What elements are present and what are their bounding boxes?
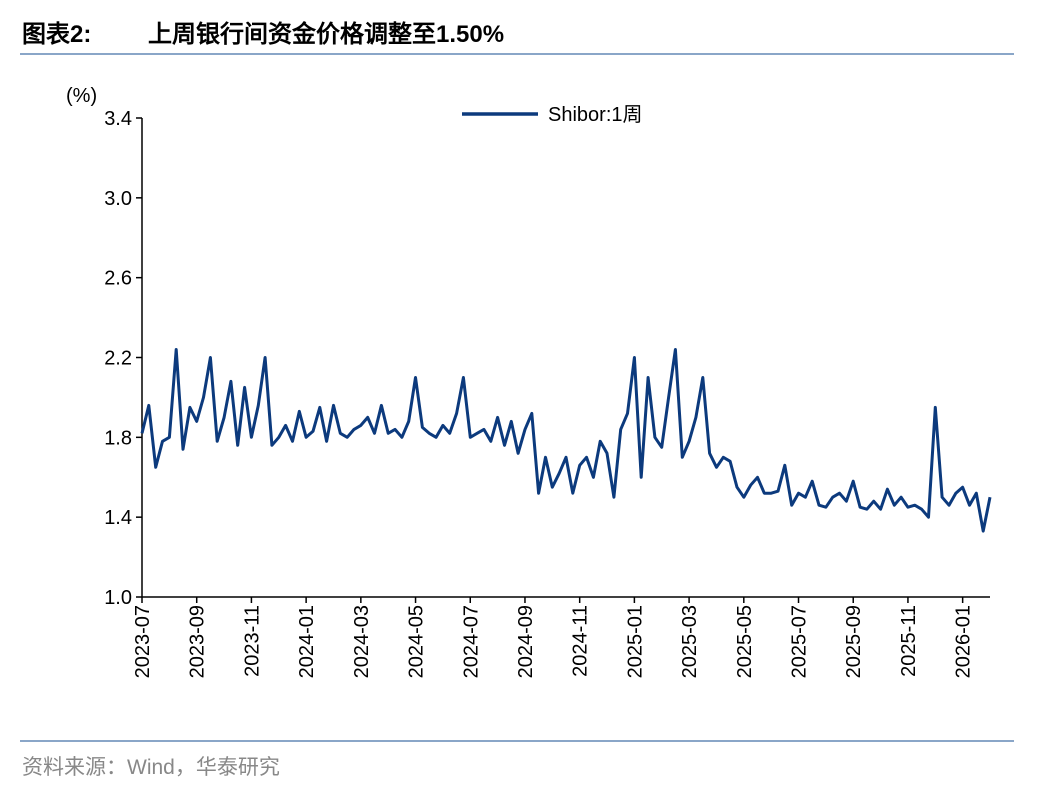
y-tick-label: 2.2 [104, 348, 132, 370]
x-tick-label: 2023-09 [187, 605, 209, 678]
x-tick-label: 2024-03 [351, 605, 373, 678]
y-tick-label: 3.4 [104, 108, 132, 130]
x-tick-label: 2023-07 [132, 605, 154, 678]
x-tick-label: 2025-11 [898, 605, 920, 677]
source-note: 资料来源：Wind，华泰研究 [22, 756, 280, 779]
legend-label: Shibor:1周 [548, 104, 643, 126]
x-tick-label: 2023-11 [241, 605, 263, 677]
figure-label: 图表2: [22, 21, 91, 48]
x-tick-label: 2024-09 [515, 605, 537, 678]
y-tick-label: 3.0 [104, 188, 132, 210]
y-tick-label: 1.0 [104, 587, 132, 609]
x-tick-label: 2025-09 [843, 605, 865, 678]
x-tick-label: 2024-07 [460, 605, 482, 678]
x-tick-label: 2025-01 [624, 605, 646, 678]
line-series [140, 348, 992, 533]
x-tick-label: 2026-01 [953, 605, 975, 678]
y-tick-label: 1.4 [104, 507, 132, 529]
y-tick-label: 1.8 [104, 427, 132, 449]
x-tick-label: 2025-07 [789, 605, 811, 678]
x-tick-label: 2025-05 [734, 605, 756, 678]
x-tick-label: 2024-05 [406, 605, 428, 678]
x-tick-label: 2024-11 [570, 605, 592, 677]
x-tick-label: 2025-03 [679, 605, 701, 678]
chart-title: 上周银行间资金价格调整至1.50% [148, 20, 504, 48]
y-axis-label: (%) [66, 85, 97, 107]
y-tick-label: 2.6 [104, 268, 132, 290]
x-tick-label: 2024-01 [296, 605, 318, 678]
